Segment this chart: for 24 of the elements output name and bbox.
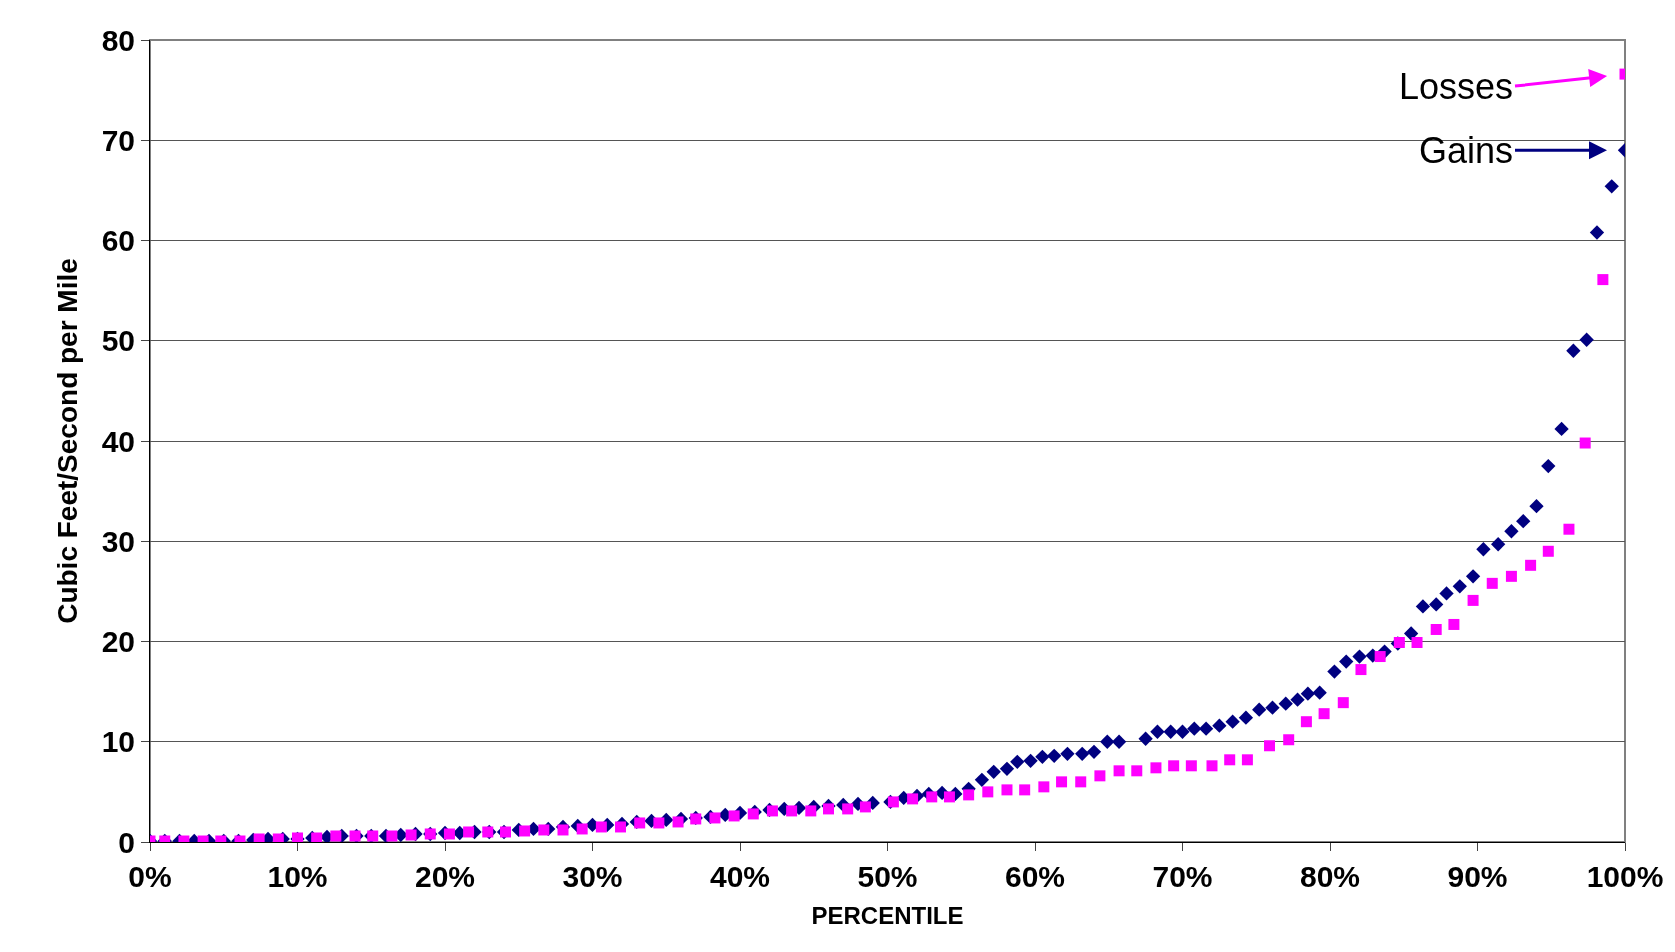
y-tick-label: 80	[101, 23, 135, 57]
x-tick-label: 10%	[267, 860, 328, 893]
x-tick-label: 40%	[709, 860, 771, 893]
y-tick-label: 10	[101, 725, 135, 759]
x-tick-label: 70%	[1152, 860, 1213, 893]
y-tick-label: 30	[101, 524, 135, 558]
y-tick-label: 40	[101, 424, 135, 458]
x-tick-label: 80%	[1299, 860, 1361, 893]
x-tick-label: 60%	[1004, 860, 1066, 893]
x-tick-label: 30%	[562, 860, 623, 893]
x-tick-label: 90%	[1447, 860, 1508, 893]
y-tick-label: 20	[101, 625, 135, 658]
y-tick-label: 70	[101, 123, 135, 157]
x-tick-label: 100%	[1586, 860, 1664, 893]
x-axis-title: PERCENTILE	[811, 902, 964, 930]
legend-label: Gains	[1419, 130, 1514, 171]
x-tick-label: 50%	[857, 860, 918, 893]
x-tick-label: 20%	[414, 860, 476, 893]
y-tick-label: 50	[101, 324, 135, 358]
legend-label: Losses	[1399, 66, 1514, 107]
y-tick-label: 60	[101, 224, 135, 257]
y-tick-label: 0	[118, 825, 135, 859]
y-axis-title: Cubic Feet/Second per Mile	[52, 258, 84, 624]
x-tick-label: 0%	[128, 860, 172, 893]
